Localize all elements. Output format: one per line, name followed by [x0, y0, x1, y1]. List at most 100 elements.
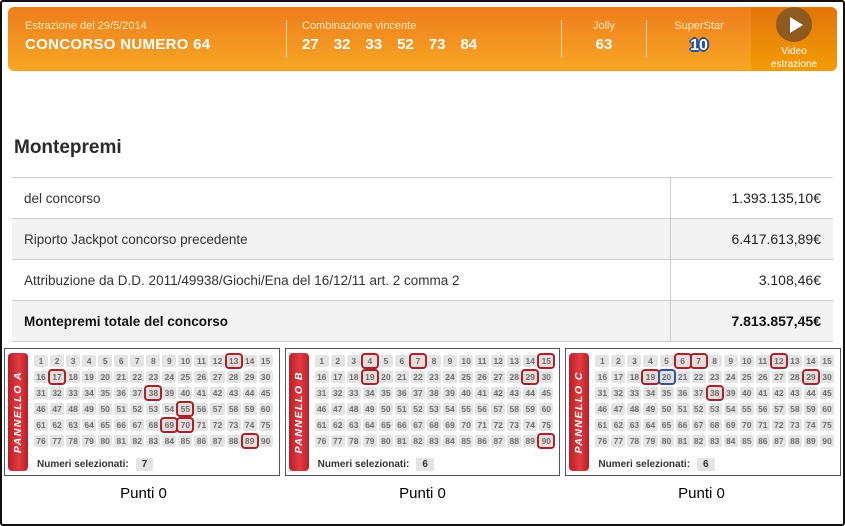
number-cell: 45: [539, 387, 554, 399]
winning-number: 84: [460, 36, 478, 53]
number-cell: 17: [330, 371, 345, 383]
number-cell: 3: [627, 355, 642, 367]
number-cell: 73: [507, 419, 522, 431]
number-cell: 78: [66, 435, 81, 447]
number-cell: 73: [787, 419, 802, 431]
number-cell: 80: [98, 435, 113, 447]
selected-count: 7: [135, 458, 154, 471]
number-cell: 77: [611, 435, 626, 447]
number-cell: 53: [146, 403, 161, 415]
row-value: 7.813.857,45€: [670, 301, 833, 341]
number-cell: 13: [226, 355, 241, 367]
table-row: Montepremi totale del concorso 7.813.857,…: [12, 300, 833, 341]
number-cell: 46: [595, 403, 610, 415]
number-cell: 17: [50, 371, 65, 383]
winning-combination-label: Combinazione vincente: [302, 20, 417, 32]
number-cell: 85: [739, 435, 754, 447]
number-cell: 59: [523, 403, 538, 415]
montepremi-table: del concorso 1.393.135,10€ Riporto Jackpot…: [12, 177, 833, 342]
number-cell: 25: [459, 371, 474, 383]
number-cell: 14: [242, 355, 257, 367]
number-cell: 72: [771, 419, 786, 431]
number-panel: PANNELLO C 1 2 3 4 5 6 7 8 9 10 11 12 13 14 15 16 17 18 19 2…: [565, 348, 842, 476]
selected-count: 6: [697, 458, 715, 471]
number-cell: 62: [50, 419, 65, 431]
number-cell: 89: [242, 435, 257, 447]
number-cell: 43: [226, 387, 241, 399]
number-cell: 1: [314, 355, 329, 367]
number-cell: 24: [723, 371, 738, 383]
number-cell: 44: [523, 387, 538, 399]
number-cell: 70: [178, 419, 193, 431]
number-cell: 85: [178, 435, 193, 447]
number-cell: 45: [819, 387, 834, 399]
number-cell: 63: [346, 419, 361, 431]
superstar-number: 10: [690, 37, 708, 54]
number-cell: 52: [130, 403, 145, 415]
number-cell: 68: [146, 419, 161, 431]
number-cell: 11: [475, 355, 490, 367]
table-row: Attribuzione da D.D. 2011/49938/Giochi/E…: [12, 259, 833, 300]
number-cell: 34: [362, 387, 377, 399]
number-cell: 35: [378, 387, 393, 399]
number-cell: 28: [226, 371, 241, 383]
number-cell: 65: [98, 419, 113, 431]
row-label: Montepremi totale del concorso: [24, 313, 229, 329]
number-cell: 52: [691, 403, 706, 415]
video-estrazione-button[interactable]: Video estrazione: [751, 7, 837, 71]
number-cell: 67: [410, 419, 425, 431]
number-cell: 8: [146, 355, 161, 367]
number-cell: 21: [114, 371, 129, 383]
number-cell: 29: [523, 371, 538, 383]
draw-date: Estrazione del 29/5/2014: [25, 20, 147, 32]
number-cell: 36: [675, 387, 690, 399]
number-cell: 2: [330, 355, 345, 367]
panel-ribbon: PANNELLO A: [8, 353, 28, 471]
number-cell: 13: [507, 355, 522, 367]
number-cell: 46: [34, 403, 49, 415]
panel-body: 1 2 3 4 5 6 7 8 9 10 11 12 13 14 15 16 17 18 19 20 21 22 23 24 2…: [591, 349, 840, 475]
panel-body: 1 2 3 4 5 6 7 8 9 10 11 12 13 14 15 16 17 18 19 20 21 22 23 24 2…: [311, 349, 560, 475]
number-cell: 12: [210, 355, 225, 367]
play-icon[interactable]: [776, 7, 812, 42]
number-cell: 90: [258, 435, 273, 447]
number-cell: 11: [755, 355, 770, 367]
winning-combination: Combinazione vincente 27 32 33 52 73 84: [287, 7, 561, 71]
number-cell: 48: [346, 403, 361, 415]
number-cell: 7: [410, 355, 425, 367]
number-cell: 81: [675, 435, 690, 447]
number-cell: 69: [723, 419, 738, 431]
number-cell: 7: [130, 355, 145, 367]
number-cell: 74: [803, 419, 818, 431]
winning-number: 33: [365, 36, 383, 53]
number-cell: 6: [394, 355, 409, 367]
number-cell: 48: [66, 403, 81, 415]
header-divider: [646, 20, 647, 58]
number-cell: 70: [459, 419, 474, 431]
number-cell: 16: [595, 371, 610, 383]
number-cell: 54: [162, 403, 177, 415]
number-cell: 4: [643, 355, 658, 367]
number-cell: 84: [162, 435, 177, 447]
number-cell: 23: [707, 371, 722, 383]
number-cell: 80: [378, 435, 393, 447]
number-cell: 42: [491, 387, 506, 399]
header-divider: [561, 20, 562, 58]
concorso-title: CONCORSO NUMERO 64: [25, 36, 211, 53]
number-cell: 72: [491, 419, 506, 431]
number-cell: 77: [50, 435, 65, 447]
number-cell: 88: [507, 435, 522, 447]
number-cell: 56: [475, 403, 490, 415]
number-cell: 64: [362, 419, 377, 431]
number-cell: 89: [803, 435, 818, 447]
panel-footer: Numeri selezionati: 7: [34, 454, 273, 472]
number-cell: 16: [314, 371, 329, 383]
number-cell: 42: [210, 387, 225, 399]
number-cell: 40: [459, 387, 474, 399]
number-cell: 85: [459, 435, 474, 447]
number-cell: 57: [771, 403, 786, 415]
panels-row: PANNELLO A 1 2 3 4 5 6 7 8 9 10 11 12 13 14 15 16 17 18 19 2…: [4, 348, 842, 476]
number-cell: 18: [627, 371, 642, 383]
jolly-label: Jolly: [592, 20, 615, 32]
draw-info: Estrazione del 29/5/2014 CONCORSO NUMERO…: [8, 7, 286, 71]
